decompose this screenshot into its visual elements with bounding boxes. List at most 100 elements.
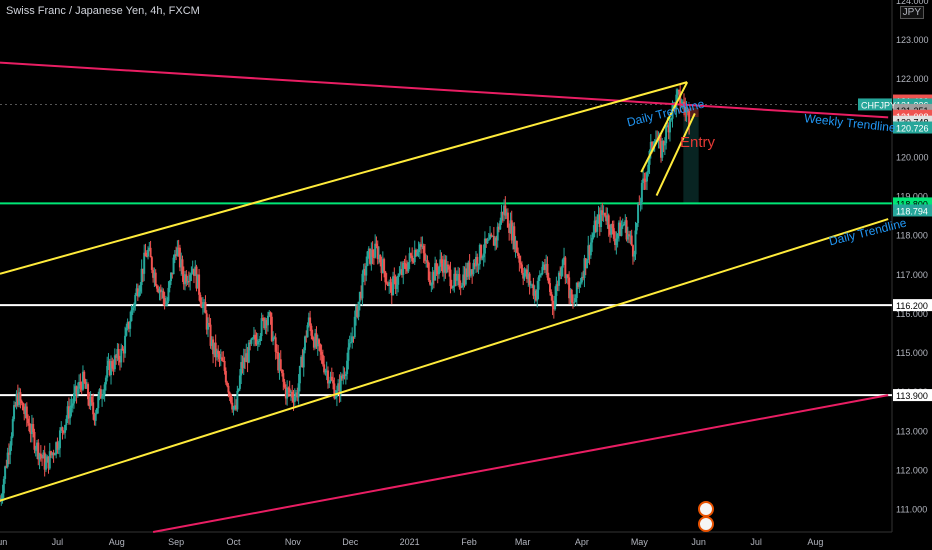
trendline[interactable] [0,218,889,502]
candle-body [431,271,434,285]
candle-body [319,343,322,352]
candle-body [315,333,318,347]
candle-body [99,389,102,399]
candle-body [557,272,560,286]
candle-body [508,227,511,233]
candle-body [662,140,665,146]
candle-body [593,220,596,234]
candle-body [28,423,31,432]
candle-body [571,302,574,304]
candle-body [422,245,425,254]
candle-body [61,427,64,431]
candle-body [217,350,220,354]
candle-body [628,234,631,236]
candle-body [563,257,566,260]
candle-body [504,205,507,216]
trendline[interactable] [0,61,889,119]
stop-loss-zone[interactable] [683,107,699,118]
candle-body [446,264,449,267]
candle-body [50,451,53,456]
candle-body [542,264,545,267]
candle-body [509,220,512,233]
candle-body [394,276,397,289]
x-tick-label: Jul [52,537,64,547]
candle-body [251,338,254,340]
price-tag [893,299,932,312]
candle-body [224,370,227,383]
candle-body [329,376,332,382]
candle-body [140,268,143,286]
candle-body [53,454,56,456]
candle-body [1,493,4,498]
candle-body [608,229,611,235]
candle-body [107,360,110,367]
candle-body [487,239,490,241]
candle-body [642,178,645,183]
candle-body [392,276,395,296]
candle-body [73,393,76,404]
candle-body [56,442,59,450]
candle-body [30,424,33,435]
candle-body [295,392,298,397]
candle-body [252,334,255,339]
candle-body [192,268,195,276]
take-profit-zone[interactable] [683,117,699,204]
candle-body [214,342,217,358]
candle-body [415,250,418,256]
event-flag-icon[interactable] [698,501,714,517]
candle-body [118,359,121,363]
candle-body [7,452,10,455]
candle-body [159,289,162,292]
candle-body [232,406,235,410]
candle-body [499,220,502,230]
candle-body [177,247,180,249]
candle-body [78,381,81,389]
candle-body [127,321,130,329]
candle-body [187,281,190,283]
y-tick-label: 115.000 [896,348,928,358]
candle-body [440,259,443,264]
dividend-flag-icon[interactable] [698,516,714,532]
candle-body [42,452,45,459]
candle-body [161,290,164,292]
x-tick-label: Apr [575,537,589,547]
candle-body [172,257,175,275]
candle-body [441,263,444,273]
candle-body [57,448,60,450]
candle-body [264,320,267,329]
price-axis[interactable] [892,0,932,550]
candle-body [309,317,312,326]
candle-body [20,400,23,404]
trendline[interactable] [640,81,689,173]
price-tag-label: 120.726 [896,124,929,134]
candle-body [203,302,206,304]
candle-body [524,269,527,274]
candle-body [510,220,513,241]
candle-body [124,335,127,354]
candle-body [66,406,69,419]
candle-body [653,141,656,146]
candle-body [208,323,211,325]
candle-body [478,244,481,265]
candle-body [87,384,90,400]
y-tick-label: 112.000 [896,465,928,475]
candle-body [574,298,577,303]
candle-body [141,268,144,274]
candle-body [168,281,171,288]
trendline[interactable] [152,394,889,533]
trendline[interactable] [655,113,696,197]
candle-body [408,253,411,263]
candle-body [163,297,166,306]
trendline[interactable] [0,81,688,275]
candle-body [348,343,351,348]
currency-unit-button[interactable]: JPY [899,6,924,19]
candle-body [116,348,119,358]
candle-body [198,274,201,295]
candle-body [144,252,147,257]
x-tick-label: Dec [342,537,359,547]
candle-body [178,247,181,268]
candle-body [537,277,540,290]
candle-body [452,286,455,288]
price-tag-label: 118.794 [896,206,928,216]
